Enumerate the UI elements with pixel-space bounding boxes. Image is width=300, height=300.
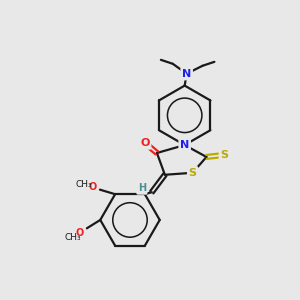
Text: CH₃: CH₃ (76, 180, 92, 189)
Text: S: S (220, 150, 228, 160)
Text: O: O (140, 138, 150, 148)
Text: N: N (182, 69, 191, 79)
Text: CH₃: CH₃ (64, 233, 81, 242)
Text: H: H (138, 183, 146, 193)
Text: N: N (180, 140, 189, 150)
Text: O: O (76, 227, 84, 238)
Text: S: S (189, 168, 196, 178)
Text: O: O (88, 182, 97, 192)
